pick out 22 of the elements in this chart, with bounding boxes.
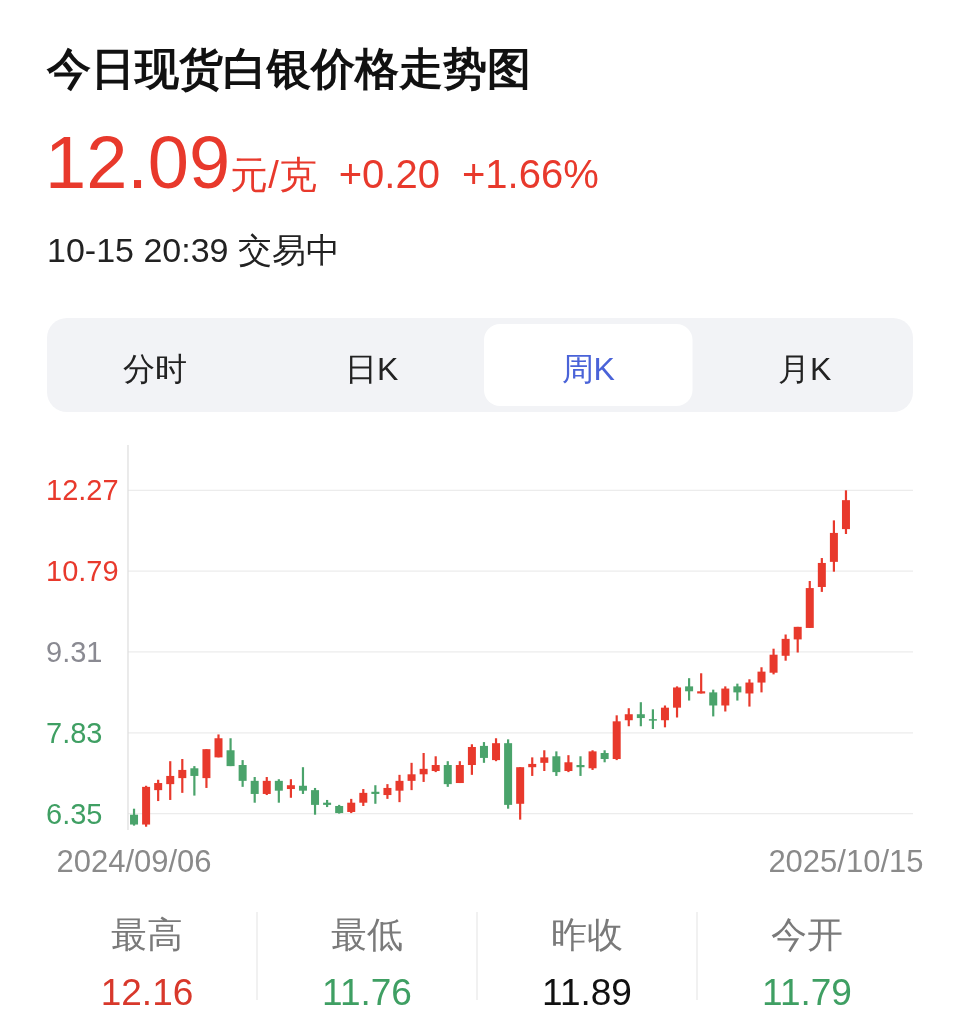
x-tick-label: 2025/10/15 — [768, 844, 924, 879]
chart-subtitle: 12.09元/克 +0.20 +1.66% — [45, 121, 599, 204]
text: 日K — [345, 351, 399, 387]
chart-title: 今日现货白银价格走势图 — [46, 44, 531, 93]
y-tick-label: 9.31 — [46, 635, 103, 668]
y-tick-label: 10.79 — [46, 555, 119, 588]
y-tick-label: 12.27 — [46, 474, 119, 507]
x-tick-label: 2024/09/06 — [56, 844, 212, 879]
text: 11.79 — [762, 972, 852, 1013]
text: 最高 — [111, 914, 183, 955]
text: 昨收 — [551, 914, 623, 955]
text: 12.16 — [100, 972, 194, 1013]
text: 周K — [561, 351, 615, 387]
text: 11.76 — [322, 972, 412, 1013]
text: 11.89 — [542, 972, 632, 1013]
text: 10-15 20:39 交易中 — [47, 231, 340, 269]
text: 月K — [778, 351, 832, 387]
y-tick-label: 6.35 — [46, 797, 103, 830]
text: 分时 — [123, 351, 188, 387]
text: 今开 — [771, 914, 843, 955]
y-tick-label: 7.83 — [46, 716, 103, 749]
text: 最低 — [331, 914, 403, 955]
